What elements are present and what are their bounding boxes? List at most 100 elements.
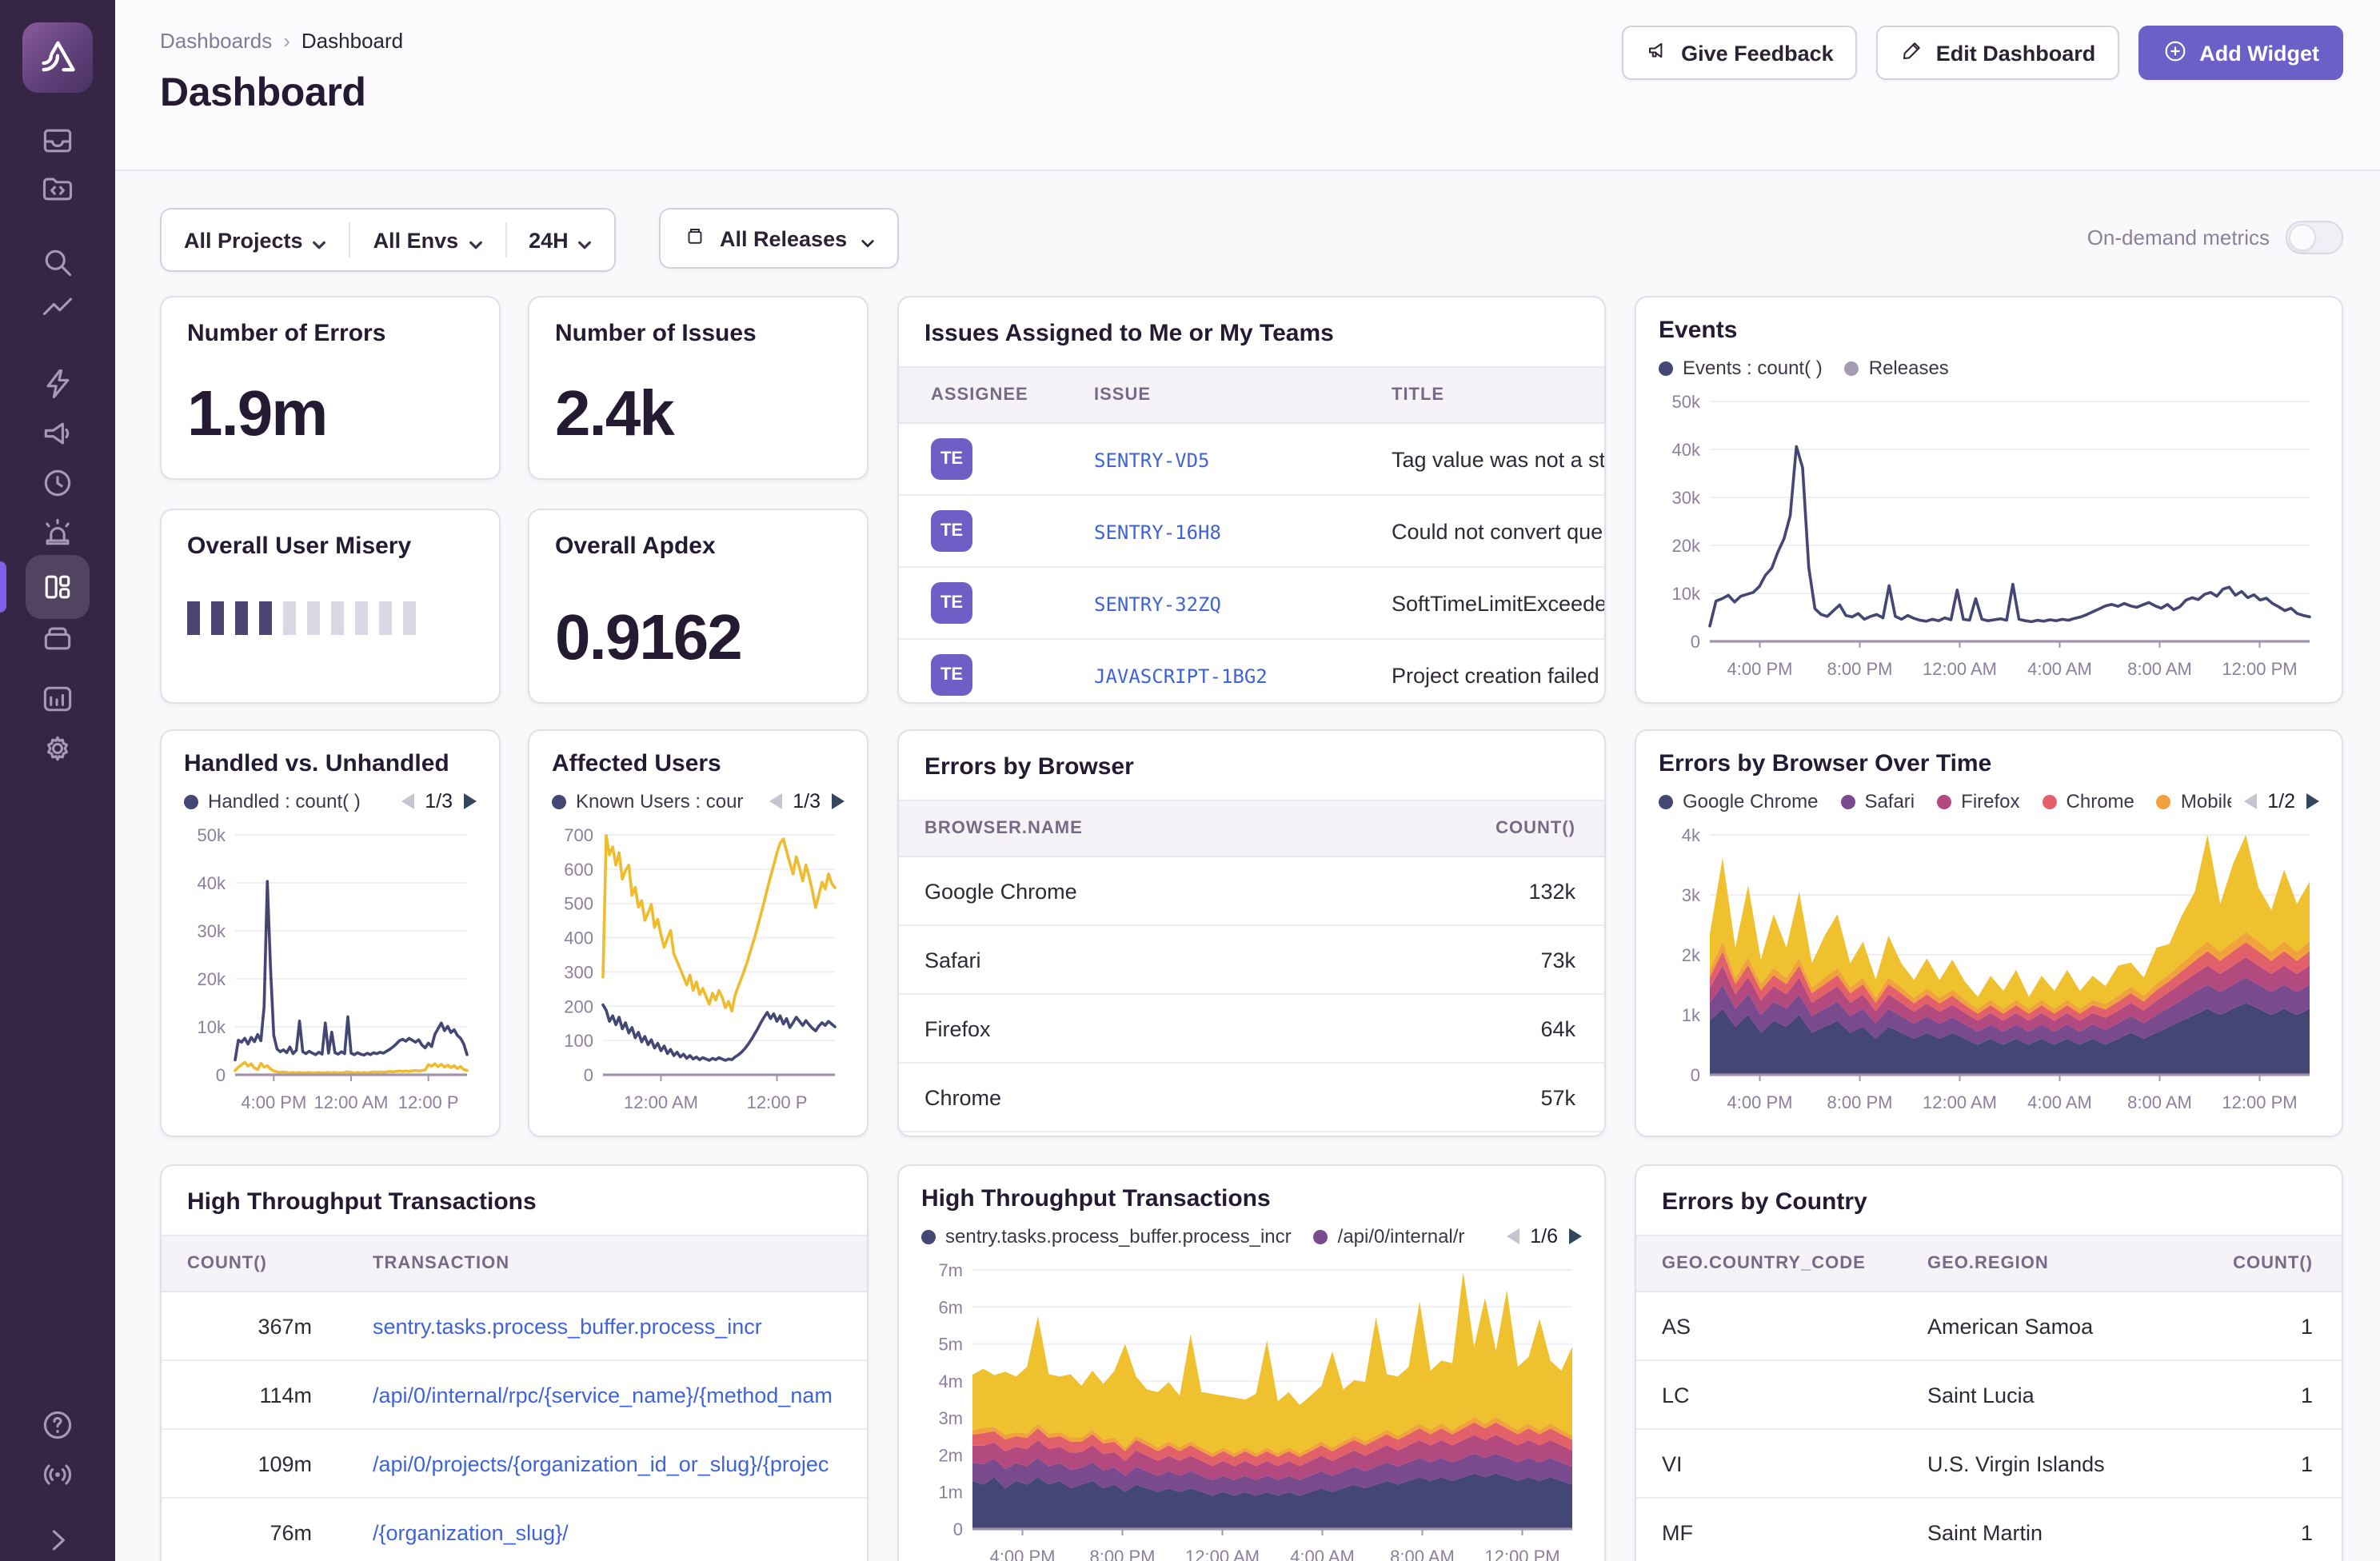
table-row[interactable]: Firefox 64k <box>899 994 1604 1064</box>
table-row[interactable]: 109m/api/0/projects/{organization_id_or_… <box>162 1429 867 1499</box>
alerts-icon[interactable] <box>40 366 75 401</box>
widget-number-of-errors[interactable]: Number of Errors 1.9m <box>160 296 501 480</box>
pager-count: 1/2 <box>2267 790 2295 812</box>
table-row[interactable]: 76m/{organization_slug}/ <box>162 1498 867 1561</box>
date-range-filter[interactable]: 24H <box>505 222 615 258</box>
projects-icon[interactable] <box>40 171 75 206</box>
table-row[interactable]: TE SENTRY-16H8 Could not convert query <box>899 495 1604 568</box>
widget-high-throughput-chart[interactable]: High Throughput Transactions sentry.task… <box>897 1164 1606 1561</box>
prev-icon[interactable] <box>2243 793 2257 809</box>
help-icon[interactable] <box>40 1407 75 1443</box>
replays-icon[interactable] <box>40 465 75 501</box>
next-icon[interactable] <box>832 793 845 809</box>
legend-item[interactable]: Google Chrome <box>1659 790 1818 812</box>
search-icon[interactable] <box>40 245 75 280</box>
on-demand-metrics-toggle[interactable] <box>2286 221 2343 254</box>
svg-text:7m: 7m <box>938 1260 963 1280</box>
collapse-icon[interactable] <box>40 1523 75 1558</box>
table-row[interactable]: 367m sentry.tasks.process_buffer.process_… <box>162 1292 867 1361</box>
widget-events[interactable]: Events Events : count( ) Releases 0 10k 20k… <box>1635 296 2343 704</box>
table-link[interactable]: /{organization_slug}/ <box>373 1520 569 1544</box>
issues-icon[interactable] <box>40 123 75 158</box>
table-link[interactable]: JAVASCRIPT-1BG2 <box>1094 665 1268 687</box>
widget-overall-user-misery[interactable]: Overall User Misery <box>160 509 501 704</box>
dashboards-nav-selected[interactable] <box>26 555 90 619</box>
legend-item[interactable]: Chrome <box>2042 790 2134 812</box>
affected-users-chart[interactable]: 0 100 200 300 400 500 600 700 12:00 AM 12:00 P <box>552 822 845 1116</box>
browser-over-time-chart[interactable]: 0 1k 2k 3k 4k 4:00 PM 8:00 PM 12:00 AM 4:00 AM 8:… <box>1659 822 2319 1116</box>
column-header[interactable]: GEO.COUNTRY_CODE <box>1636 1235 1902 1292</box>
column-header[interactable]: TITLE <box>1366 366 1604 424</box>
crons-icon[interactable] <box>40 515 75 550</box>
plus-circle-icon <box>2162 38 2188 68</box>
column-header[interactable]: BROWSER.NAME <box>899 800 1358 857</box>
prev-icon[interactable] <box>769 793 782 809</box>
environment-filter[interactable]: All Envs <box>349 222 505 258</box>
feedback-icon[interactable] <box>40 416 75 451</box>
widget-errors-by-browser[interactable]: Errors by Browser BROWSER.NAME COUNT() Goo… <box>897 729 1606 1137</box>
whats-new-icon[interactable] <box>40 1457 75 1492</box>
table-row[interactable]: TE JAVASCRIPT-1BG2 Project creation failed <box>899 639 1604 702</box>
widget-high-throughput-table[interactable]: High Throughput Transactions COUNT() TRAN… <box>160 1164 869 1561</box>
next-icon[interactable] <box>1569 1228 1582 1244</box>
table-row[interactable]: AS American Samoa 1 <box>1636 1292 2342 1361</box>
column-header[interactable]: COUNT() <box>2143 1235 2342 1292</box>
traces-icon[interactable] <box>40 291 75 326</box>
legend-item[interactable]: Known Users : cour <box>552 790 743 812</box>
column-header[interactable]: ISSUE <box>1068 366 1366 424</box>
table-row[interactable]: VI U.S. Virgin Islands 1 <box>1636 1429 2342 1499</box>
table-row[interactable]: Google Chrome 132k <box>899 856 1604 926</box>
widget-handled-vs-unhandled[interactable]: Handled vs. Unhandled Handled : count( )… <box>160 729 501 1137</box>
next-icon[interactable] <box>464 793 477 809</box>
legend-item[interactable]: sentry.tasks.process_buffer.process_incr <box>921 1225 1292 1248</box>
legend-item[interactable]: Safari <box>1840 790 1915 812</box>
table-row[interactable]: Mobile Safari33k <box>899 1132 1604 1136</box>
breadcrumb-dashboards[interactable]: Dashboards <box>160 29 273 53</box>
prev-icon[interactable] <box>1506 1228 1519 1244</box>
widget-errors-by-browser-over-time[interactable]: Errors by Browser Over Time Google Chrom… <box>1635 729 2343 1137</box>
high-throughput-chart[interactable]: 0 1m 2m 3m 4m 5m 6m 7m 4:00 PM 8:00 PM 12:00 AM 4:0… <box>921 1257 1582 1561</box>
give-feedback-button[interactable]: Give Feedback <box>1622 26 1858 80</box>
column-header[interactable]: ASSIGNEE <box>899 366 1068 424</box>
widget-issues-assigned[interactable]: Issues Assigned to Me or My Teams ASSIGN… <box>897 296 1606 704</box>
add-widget-button[interactable]: Add Widget <box>2138 26 2343 80</box>
widget-number-of-issues[interactable]: Number of Issues 2.4k <box>528 296 869 480</box>
next-icon[interactable] <box>2306 793 2319 809</box>
releases-filter[interactable]: All Releases <box>659 208 899 269</box>
legend-item[interactable]: Handled : count( ) <box>184 790 361 812</box>
table-link[interactable]: SENTRY-32ZQ <box>1094 593 1221 615</box>
settings-icon[interactable] <box>40 731 75 766</box>
column-header[interactable]: GEO.REGION <box>1902 1235 2143 1292</box>
legend-item[interactable]: Mobile S <box>2156 790 2230 812</box>
widget-errors-by-country[interactable]: Errors by Country GEO.COUNTRY_CODE GEO.RE… <box>1635 1164 2343 1561</box>
table-row[interactable]: 114m/api/0/internal/rpc/{service_name}/{… <box>162 1360 867 1430</box>
table-row[interactable]: Chrome 57k <box>899 1063 1604 1132</box>
edit-dashboard-button[interactable]: Edit Dashboard <box>1876 26 2120 80</box>
legend-item[interactable]: Releases <box>1844 357 1949 379</box>
events-chart[interactable]: 0 10k 20k 30k 40k 50k 4:00 PM 8:00 PM 12:00 AM 4:… <box>1659 389 2319 683</box>
legend-item[interactable]: /api/0/internal/r <box>1313 1225 1464 1248</box>
table-link[interactable]: sentry.tasks.process_buffer.process_incr <box>373 1314 762 1338</box>
column-header[interactable]: COUNT() <box>162 1235 347 1292</box>
prev-icon[interactable] <box>401 793 414 809</box>
stats-icon[interactable] <box>40 681 75 717</box>
table-link[interactable]: /api/0/internal/rpc/{service_name}/{meth… <box>373 1383 833 1407</box>
widget-overall-apdex[interactable]: Overall Apdex 0.9162 <box>528 509 869 704</box>
table-row[interactable]: LC Saint Lucia 1 <box>1636 1360 2342 1430</box>
table-row[interactable]: TE SENTRY-32ZQ SoftTimeLimitExceeded <box>899 567 1604 640</box>
table-link[interactable]: SENTRY-16H8 <box>1094 521 1221 543</box>
legend-item[interactable]: Firefox <box>1937 790 2020 812</box>
widget-affected-users[interactable]: Affected Users Known Users : cour 1/3 0 1… <box>528 729 869 1137</box>
releases-icon[interactable] <box>40 621 75 656</box>
column-header[interactable]: TRANSACTION <box>347 1235 867 1292</box>
table-row[interactable]: MF Saint Martin 1 <box>1636 1498 2342 1561</box>
table-link[interactable]: /api/0/projects/{organization_id_or_slug… <box>373 1451 829 1475</box>
project-filter[interactable]: All Projects <box>162 222 349 258</box>
sentry-logo[interactable] <box>22 22 93 93</box>
handled-unhandled-chart[interactable]: 0 10k 20k 30k 40k 50k 4:00 PM 12:00 AM 12:00 P <box>184 822 477 1116</box>
table-row[interactable]: Safari 73k <box>899 925 1604 995</box>
legend-item[interactable]: Events : count( ) <box>1659 357 1823 379</box>
column-header[interactable]: COUNT() <box>1358 800 1604 857</box>
table-link[interactable]: SENTRY-VD5 <box>1094 449 1210 471</box>
